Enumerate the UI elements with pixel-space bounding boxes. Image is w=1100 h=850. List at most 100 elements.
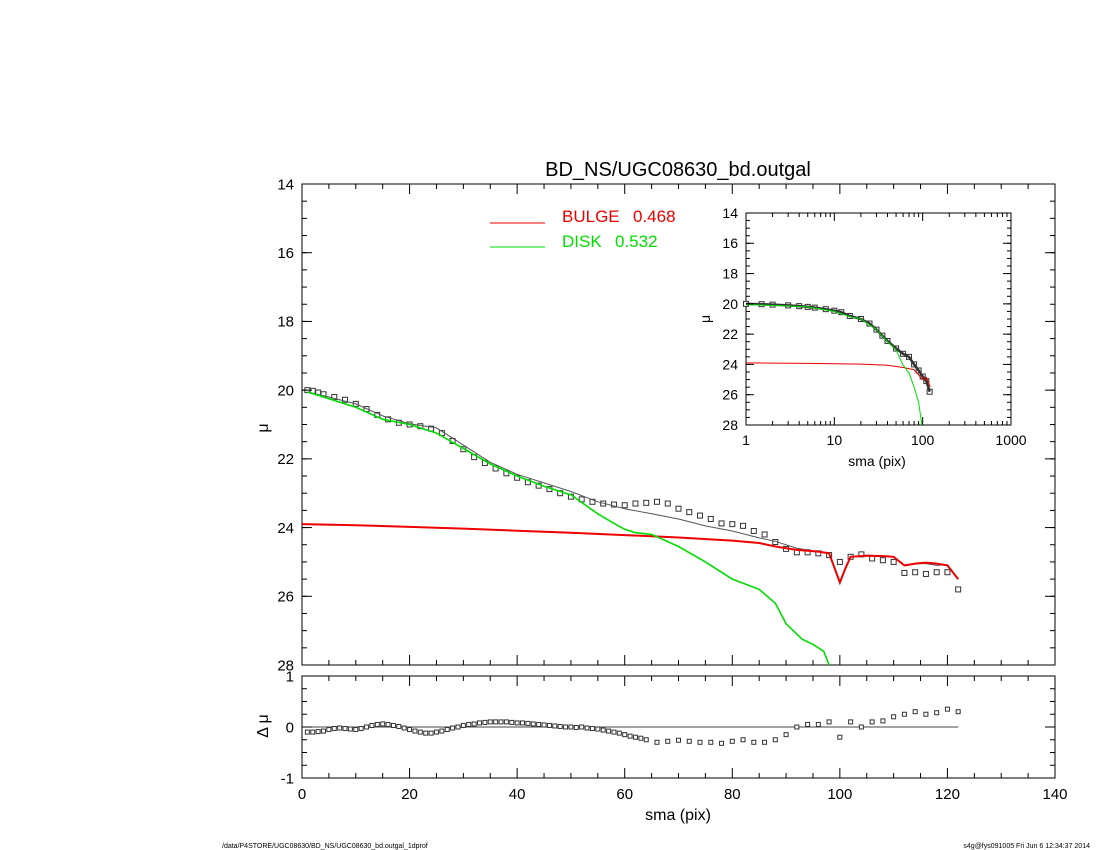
y-tick-label: 24	[277, 520, 294, 537]
residual-point	[858, 724, 864, 730]
data-point	[664, 500, 671, 507]
legend-disk-value: 0.532	[615, 232, 658, 251]
residual-point	[638, 735, 644, 741]
residual-point	[579, 724, 585, 730]
residual-point	[498, 719, 504, 725]
residual-point	[342, 726, 348, 732]
residual-point	[347, 726, 353, 732]
legend-bulge-value: 0.468	[633, 207, 676, 226]
residual-point	[396, 723, 402, 729]
residual-point	[412, 728, 418, 734]
residual-point	[536, 721, 542, 727]
residual-point	[912, 709, 918, 715]
residual-point	[530, 721, 536, 727]
x-tick-label: 0	[298, 786, 306, 803]
residual-point	[944, 706, 950, 712]
residual-point	[423, 730, 429, 736]
data-point	[621, 502, 628, 509]
residual-point	[686, 738, 692, 744]
residual-point	[568, 724, 574, 730]
y-tick-label: 22	[722, 326, 738, 342]
y-tick-label: 14	[722, 205, 738, 221]
residual-point	[444, 727, 450, 733]
y-tick-label: 20	[277, 382, 294, 399]
residual-point	[611, 729, 617, 735]
residual-point	[880, 718, 886, 724]
residual-point	[654, 739, 660, 745]
residual-point	[772, 737, 778, 743]
residual-point	[310, 729, 316, 735]
residual-point	[401, 725, 407, 731]
y-tick-label: -1	[281, 770, 294, 787]
residual-point	[374, 721, 380, 727]
x-tick-label: 100	[911, 432, 935, 448]
residual-point	[729, 738, 735, 744]
x-tick-label: 140	[1042, 786, 1067, 803]
residual-point	[315, 729, 321, 735]
residual-point	[697, 739, 703, 745]
inset-disk-line	[745, 304, 923, 426]
y-tick-label: 26	[277, 589, 294, 606]
residual-y-axis-label: Δ μ	[255, 714, 272, 737]
disk-line	[307, 391, 830, 666]
y-tick-label: 0	[286, 719, 294, 736]
residual-point	[358, 726, 364, 732]
x-tick-label: 1	[742, 432, 750, 448]
residual-point	[380, 721, 386, 727]
residual-point	[482, 719, 488, 725]
residual-point	[546, 722, 552, 728]
residual-point	[762, 739, 768, 745]
residual-point	[794, 724, 800, 730]
residual-point	[541, 722, 547, 728]
residual-point	[600, 727, 606, 733]
residual-point	[923, 711, 929, 717]
residual-point	[557, 723, 563, 729]
data-point	[836, 558, 843, 565]
residual-point	[407, 727, 413, 733]
y-tick-label: 16	[722, 235, 738, 251]
y-tick-label: 28	[722, 417, 738, 433]
chart-title: BD_NS/UGC08630_bd.outgal	[545, 159, 811, 181]
data-point	[944, 569, 951, 576]
x-axis-label: sma (pix)	[645, 807, 711, 824]
residual-point	[563, 724, 569, 730]
residual-point	[450, 725, 456, 731]
x-tick-label: 60	[616, 786, 633, 803]
x-tick-label: 120	[935, 786, 960, 803]
main-y-axis-label: μ	[255, 423, 272, 432]
residual-point	[719, 740, 725, 746]
residual-point	[460, 722, 466, 728]
y-tick-label: 18	[277, 314, 294, 331]
residual-point	[740, 737, 746, 743]
y-tick-label: 28	[277, 657, 294, 674]
inset-plot-frame	[745, 212, 1012, 426]
x-tick-label: 40	[509, 786, 526, 803]
residual-point	[514, 720, 520, 726]
residual-point	[439, 728, 445, 734]
data-point	[922, 570, 929, 577]
residual-point	[487, 719, 493, 725]
residual-point	[891, 714, 897, 720]
residual-point	[955, 709, 961, 715]
inset-bulge-line	[745, 362, 931, 388]
residual-point	[552, 723, 558, 729]
residual-point	[901, 711, 907, 717]
data-point	[331, 394, 338, 401]
y-tick-label: 1	[286, 668, 294, 685]
data-point	[643, 499, 650, 506]
data-point	[933, 569, 940, 576]
residual-point	[326, 727, 332, 733]
residual-point	[665, 738, 671, 744]
residual-point	[627, 733, 633, 739]
residual-point	[632, 734, 638, 740]
residual-point	[934, 710, 940, 716]
data-point	[707, 515, 714, 522]
residual-point	[848, 719, 854, 725]
x-tick-label: 100	[827, 786, 852, 803]
data-point	[761, 531, 768, 538]
residual-point	[815, 721, 821, 727]
residual-point	[509, 719, 515, 725]
data-point	[686, 509, 693, 516]
